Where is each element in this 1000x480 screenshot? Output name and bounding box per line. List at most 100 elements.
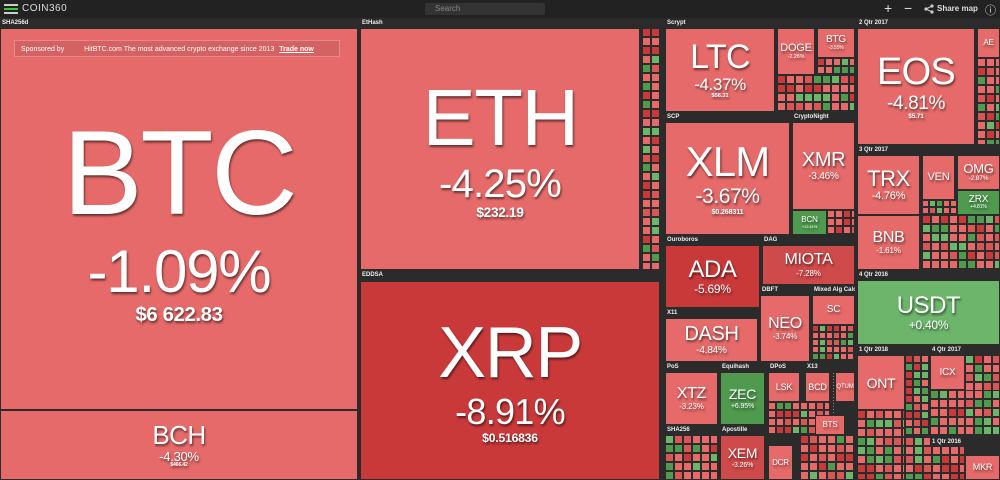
coin-tile[interactable]: BCN +12.41% — [792, 210, 827, 235]
coin-tile[interactable]: NEO -3.74% — [760, 295, 810, 362]
coin-tile[interactable]: USDT +0.40% — [857, 280, 1000, 345]
coin-tile[interactable]: LTC -4.37% $56.31 — [665, 28, 775, 112]
mini-tile — [977, 67, 986, 76]
coin-tile[interactable]: BNB -1.61% — [857, 215, 920, 270]
logo[interactable]: COIN360 — [22, 3, 68, 14]
coin-tile[interactable]: DOGE -2.26% — [777, 28, 815, 75]
group-header: 3 Qtr 2017 — [857, 145, 1000, 155]
coin-change: -4.37% — [694, 75, 746, 95]
menu-icon[interactable] — [4, 4, 18, 14]
mini-tile — [800, 418, 808, 426]
mini-tile — [840, 332, 847, 339]
mini-tile — [939, 417, 948, 426]
coin-tile[interactable]: XTZ -3.23% — [665, 372, 718, 425]
zoom-out[interactable]: − — [904, 0, 913, 16]
mini-tile — [854, 325, 856, 332]
coin-tile[interactable]: XMR -3.46% — [792, 122, 855, 210]
coin-tile[interactable]: XEM -3.26% — [720, 435, 765, 480]
coin-symbol: ZEC — [728, 386, 757, 403]
zoom-in[interactable]: + — [884, 0, 893, 16]
coin-tile[interactable]: XRP -8.91% $0.516836 — [360, 281, 660, 480]
coin-tile[interactable]: XLM -3.67% $0.268311 — [665, 122, 790, 235]
mini-tile — [651, 199, 660, 208]
mini-tile — [692, 435, 701, 444]
mini-tile — [913, 411, 921, 419]
mini-tile — [642, 253, 651, 262]
mini-tile — [854, 462, 856, 471]
coin-tile[interactable]: EOS -4.81% $5.71 — [857, 28, 975, 145]
coin-tile[interactable]: BTS — [815, 415, 845, 435]
coin-tile[interactable]: ZEC +6.95% — [720, 372, 765, 425]
coin-tile[interactable]: DASH -4.84% — [665, 318, 758, 362]
mini-tile — [651, 262, 660, 270]
coin-tile[interactable]: ICX — [930, 355, 965, 390]
mini-tile — [893, 473, 902, 480]
coin-tile[interactable]: BCD — [805, 372, 830, 402]
coin-tile[interactable]: DCR — [768, 445, 793, 480]
info-icon[interactable]: ⓘ — [985, 5, 996, 17]
mini-tile — [784, 426, 792, 434]
mini-tile — [913, 395, 921, 403]
coin-tile[interactable]: QTUM — [835, 372, 855, 402]
coin-change: -5.69% — [694, 282, 731, 297]
sponsor-brand: HitBTC.com The most advanced crypto exch… — [84, 46, 275, 53]
coin-tile[interactable]: BCH -4.30% $466.42 — [0, 410, 358, 480]
mini-tile — [819, 339, 826, 346]
mini-tile — [642, 109, 651, 118]
mini-tile — [977, 94, 986, 103]
mini-tile — [777, 84, 786, 93]
coin-symbol: BCH — [152, 419, 206, 450]
coin-tile[interactable]: MKR — [965, 455, 1000, 480]
coin-tile[interactable]: OMG -2.87% — [957, 155, 1000, 190]
mini-tile — [932, 473, 941, 480]
mini-tile — [965, 364, 974, 373]
sponsor-link[interactable]: Trade now — [279, 46, 314, 53]
coin-symbol: XMR — [801, 149, 846, 172]
coin-tile[interactable]: LSK — [768, 372, 800, 402]
share-map[interactable]: Share map — [937, 4, 978, 13]
mini-tile — [995, 121, 1000, 130]
mini-tile — [875, 410, 884, 419]
coin-change: -2.87% — [968, 175, 989, 183]
mini-tile — [986, 85, 995, 94]
mini-tile — [822, 102, 831, 111]
coin-tile[interactable]: ZRX +4.81% — [957, 190, 1000, 215]
group-header: SHA256 — [665, 425, 718, 435]
mini-tile — [786, 93, 795, 102]
coin-tile[interactable]: AE — [977, 28, 1000, 58]
mini-tile — [992, 408, 1000, 417]
coin-tile[interactable]: MIOTA -7.28% — [762, 245, 855, 285]
mini-tile — [939, 426, 948, 435]
share-icon[interactable] — [924, 4, 934, 14]
coin-symbol: SC — [826, 304, 841, 315]
coin-tile[interactable]: ONT — [857, 355, 905, 410]
coin-tile[interactable]: ETH -4.25% $232.19 — [360, 28, 640, 270]
search-box[interactable]: Search — [425, 3, 545, 15]
coin-tile[interactable]: BTC -1.09% $6 622.83 — [0, 28, 358, 410]
coin-symbol: LTC — [690, 37, 750, 76]
coin-tile[interactable]: SC — [812, 295, 855, 325]
coin-tile[interactable]: TRX -4.76% — [857, 155, 920, 215]
mini-tile — [986, 58, 995, 67]
mini-tile — [959, 464, 965, 473]
mini-tile — [949, 224, 958, 233]
mini-tile — [817, 74, 825, 76]
mini-tile — [948, 435, 957, 437]
mini-tile — [651, 46, 660, 55]
mini-tile — [800, 471, 809, 480]
coin-tile[interactable]: ADA -5.69% — [665, 245, 760, 308]
coin-tile[interactable]: VEN — [922, 155, 955, 200]
mini-tile — [651, 55, 660, 64]
mini-tile — [786, 102, 795, 111]
mini-tile — [674, 435, 683, 444]
mini-tile — [832, 408, 835, 411]
coin-tile[interactable]: BTG -3.55% — [817, 28, 855, 58]
mini-tile — [840, 75, 849, 84]
mini-tile — [977, 139, 986, 145]
mini-tile — [818, 462, 827, 471]
mini-tile — [819, 332, 826, 339]
mini-tile — [795, 84, 804, 93]
mini-tile — [854, 339, 856, 346]
mini-tile — [857, 464, 866, 473]
mini-tile — [840, 325, 847, 332]
